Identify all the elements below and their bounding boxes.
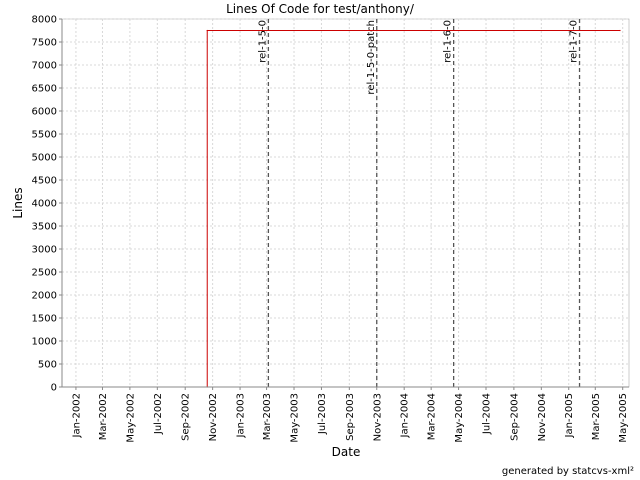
y-tick-label: 0 <box>51 383 57 394</box>
x-tick-label: Jan-2005 <box>564 393 575 438</box>
series-point <box>619 29 621 32</box>
x-tick-label: Mar-2003 <box>262 393 273 440</box>
y-tick-label: 500 <box>38 360 57 371</box>
y-tick-label: 1500 <box>32 314 57 325</box>
x-tick-label: Mar-2005 <box>591 393 602 440</box>
y-tick-label: 4500 <box>32 176 57 187</box>
x-tick-label: Nov-2002 <box>208 393 219 441</box>
x-axis-label: Date <box>332 445 361 459</box>
y-tick-label: 4000 <box>32 199 57 210</box>
x-tick-label: May-2005 <box>618 393 629 443</box>
x-ticks: Jan-2002 Mar-2002 May-2002 Jul-2002 Sep-2002… <box>71 387 629 443</box>
y-tick-label: 3500 <box>32 222 57 233</box>
x-tick-label: Mar-2004 <box>427 393 438 440</box>
y-tick-label: 8000 <box>32 15 57 26</box>
x-tick-label: Sep-2004 <box>509 393 520 441</box>
y-tick-label: 3000 <box>32 245 57 256</box>
release-markers: rel-1-5-0 rel-1-5-0-patch rel-1-6-0 rel-1-7… <box>257 19 581 387</box>
release-marker-label: rel-1-7-0 <box>569 20 580 63</box>
x-tick-label: Jul-2004 <box>482 393 493 435</box>
x-tick-label: May-2002 <box>125 393 136 443</box>
y-tick-label: 1000 <box>32 337 57 348</box>
chart-title: Lines Of Code for test/anthony/ <box>226 2 415 16</box>
footer-credit: generated by statcvs-xml² <box>501 466 634 477</box>
x-tick-label: Nov-2003 <box>372 393 383 441</box>
release-marker-label: rel-1-5-0-patch <box>366 20 377 95</box>
y-tick-label: 5500 <box>32 130 57 141</box>
x-tick-label: May-2003 <box>290 393 301 443</box>
x-tick-label: May-2004 <box>454 393 465 443</box>
x-tick-label: Jan-2002 <box>71 393 82 438</box>
y-axis-label: Lines <box>11 187 25 218</box>
y-ticks: 0 500 1000 1500 2000 2500 3000 3500 4000 4500 5000… <box>32 15 62 394</box>
x-tick-label: Nov-2004 <box>537 393 548 441</box>
plot-area: rel-1-5-0 rel-1-5-0-patch rel-1-6-0 rel-1-7… <box>32 15 630 443</box>
y-tick-label: 5000 <box>32 153 57 164</box>
y-tick-label: 6500 <box>32 84 57 95</box>
series-point <box>206 29 208 32</box>
release-marker-label: rel-1-5-0 <box>257 20 268 63</box>
x-tick-label: Sep-2002 <box>181 393 192 441</box>
y-tick-label: 2500 <box>32 268 57 279</box>
release-marker-label: rel-1-6-0 <box>443 20 454 63</box>
x-tick-label: Jul-2002 <box>153 393 164 435</box>
x-tick-label: Mar-2002 <box>98 393 109 440</box>
x-tick-label: Jan-2003 <box>236 393 247 438</box>
y-tick-label: 7500 <box>32 38 57 49</box>
x-tick-label: Jul-2003 <box>317 393 328 435</box>
x-tick-label: Jan-2004 <box>400 393 411 438</box>
y-tick-label: 7000 <box>32 61 57 72</box>
y-tick-label: 6000 <box>32 107 57 118</box>
y-tick-label: 2000 <box>32 291 57 302</box>
x-tick-label: Sep-2003 <box>345 393 356 441</box>
